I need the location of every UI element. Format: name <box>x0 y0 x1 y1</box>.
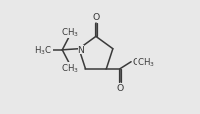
Text: O: O <box>132 57 139 66</box>
Text: H$_3$C: H$_3$C <box>34 44 52 56</box>
Text: CH$_3$: CH$_3$ <box>60 62 78 74</box>
Text: N: N <box>77 46 84 55</box>
Text: O: O <box>116 83 123 92</box>
Text: CH$_3$: CH$_3$ <box>137 56 155 68</box>
Text: O: O <box>92 13 99 22</box>
Text: CH$_3$: CH$_3$ <box>60 27 78 39</box>
